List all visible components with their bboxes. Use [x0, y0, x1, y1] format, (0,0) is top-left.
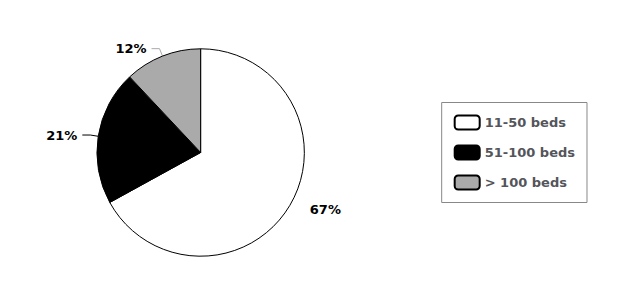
- svg-text:11-50 beds: 11-50 beds: [485, 115, 567, 130]
- svg-text:67%: 67%: [310, 202, 341, 217]
- svg-text:51-100 beds: 51-100 beds: [485, 145, 576, 160]
- svg-text:12%: 12%: [115, 41, 146, 56]
- svg-text:21%: 21%: [46, 128, 77, 143]
- svg-text:> 100 beds: > 100 beds: [485, 175, 568, 190]
